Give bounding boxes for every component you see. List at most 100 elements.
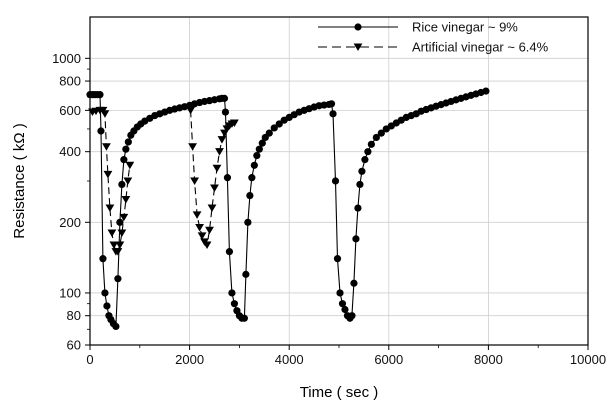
data-point — [348, 312, 356, 320]
data-point — [114, 275, 122, 283]
data-point — [210, 184, 219, 192]
data-point — [331, 177, 340, 185]
y-tick-label: 600 — [59, 103, 81, 118]
data-point — [205, 226, 214, 235]
data-point — [109, 241, 119, 250]
data-point — [265, 129, 273, 137]
data-point — [275, 120, 283, 128]
data-point — [225, 248, 234, 256]
data-point — [333, 255, 342, 263]
data-point — [105, 204, 115, 213]
data-point — [338, 300, 347, 308]
data-point — [377, 129, 385, 137]
data-point — [230, 300, 239, 308]
data-point — [192, 211, 202, 219]
data-point — [246, 191, 254, 200]
data-point — [197, 232, 207, 240]
data-point — [336, 289, 344, 297]
data-point — [120, 156, 128, 164]
legend: Rice vinegar ~ 9% Artificial vinegar ~ 6.… — [318, 20, 549, 55]
data-point — [122, 145, 130, 153]
data-point — [118, 180, 126, 189]
data-point — [113, 248, 123, 256]
data-point — [354, 204, 362, 212]
data-point — [123, 177, 133, 185]
y-axis-title: Resistance ( kΩ ) — [11, 123, 28, 238]
series-artificial-vinegar — [88, 106, 239, 256]
data-point — [124, 138, 132, 146]
data-point — [350, 279, 358, 287]
data-point — [244, 218, 252, 226]
data-point — [220, 94, 229, 102]
legend-marker — [353, 43, 363, 51]
data-point — [221, 108, 230, 116]
data-point — [107, 229, 117, 238]
data-point — [121, 196, 131, 204]
y-tick-label: 400 — [59, 144, 81, 159]
data-point — [190, 177, 199, 185]
y-tick-label: 80 — [67, 308, 81, 323]
data-point — [240, 314, 248, 322]
data-point — [248, 174, 256, 182]
x-tick-label: 2000 — [175, 352, 204, 367]
data-point — [96, 91, 104, 99]
data-point — [102, 143, 111, 151]
data-point — [217, 136, 227, 144]
data-point — [358, 167, 366, 175]
legend-label: Rice vinegar ~ 9% — [412, 20, 518, 35]
y-tick-label: 800 — [59, 74, 81, 89]
data-point — [253, 151, 261, 160]
data-point — [372, 133, 380, 142]
data-point — [117, 229, 127, 238]
data-point — [125, 161, 135, 170]
data-point — [364, 148, 372, 156]
x-tick-label: 0 — [86, 352, 93, 367]
data-point — [207, 204, 217, 213]
series-rice-vinegar — [86, 87, 490, 331]
data-point — [103, 170, 113, 179]
legend-label: Artificial vinegar ~ 6.4% — [412, 40, 549, 55]
x-tick-label: 6000 — [374, 352, 403, 367]
grid-lines — [90, 17, 588, 345]
data-point — [195, 224, 204, 232]
data-point — [327, 100, 336, 108]
data-point — [482, 87, 490, 95]
data-point — [215, 148, 224, 156]
x-tick-label: 4000 — [275, 352, 304, 367]
data-point — [119, 213, 129, 222]
data-point — [356, 180, 364, 189]
data-point — [329, 110, 337, 118]
data-point — [367, 140, 375, 148]
data-point — [188, 143, 197, 151]
data-point — [361, 156, 369, 164]
data-point — [270, 124, 278, 132]
data-point — [202, 241, 212, 250]
data-point — [258, 139, 266, 147]
y-tick-label: 1000 — [52, 51, 81, 66]
data-point — [103, 302, 111, 310]
data-point — [228, 289, 236, 297]
data-point — [242, 270, 250, 278]
data-point — [99, 255, 107, 263]
data-point — [255, 145, 263, 153]
y-tick-label: 100 — [59, 285, 81, 300]
data-series — [86, 87, 490, 331]
data-point — [115, 241, 125, 250]
legend-marker — [354, 23, 362, 31]
data-point — [250, 161, 258, 169]
data-point — [230, 119, 239, 127]
series-line — [90, 90, 487, 328]
data-point — [116, 218, 124, 226]
data-point — [212, 164, 222, 173]
data-point — [112, 322, 120, 331]
data-point — [97, 127, 105, 135]
y-tick-label: 60 — [67, 338, 81, 353]
y-tick-label: 200 — [59, 215, 81, 230]
data-point — [186, 106, 195, 115]
data-point — [100, 110, 110, 118]
data-point — [101, 289, 109, 297]
x-tick-label: 10000 — [570, 352, 606, 367]
x-tick-label: 8000 — [474, 352, 503, 367]
